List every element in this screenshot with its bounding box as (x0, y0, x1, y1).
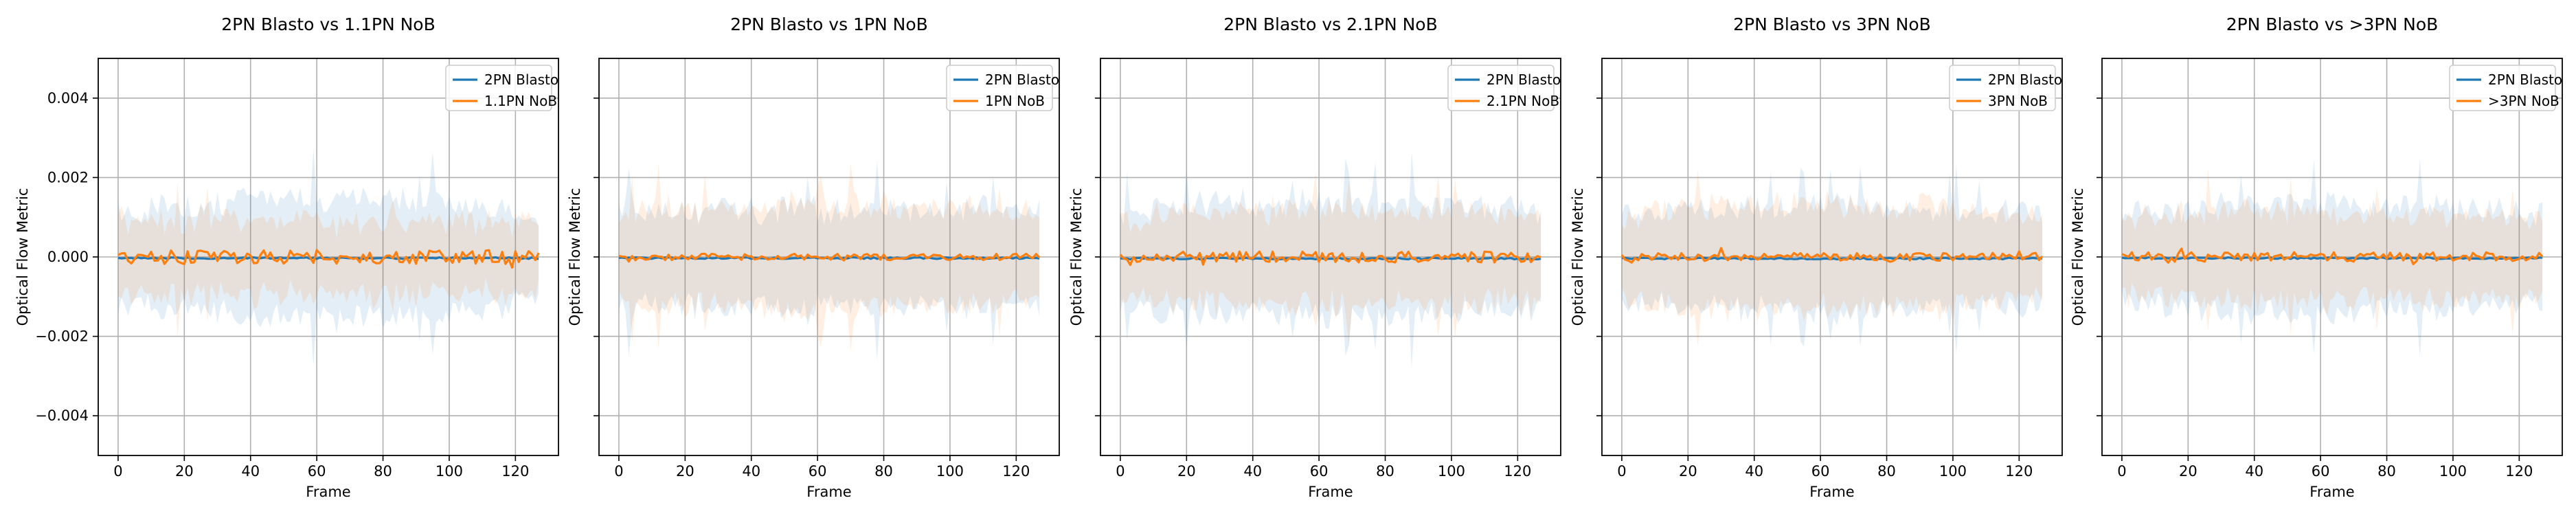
subplot-title: 2PN Blasto vs 3PN NoB (1733, 14, 1931, 34)
y-axis-label: Optical Flow Metric (2070, 188, 2086, 326)
subplot-3: 0 20 40 60 80 100 120 Frame Optical Flow Metric 2… (1068, 14, 1561, 500)
series-line-1 (1120, 256, 1541, 261)
subplot-2: 0 20 40 60 80 100 120 Frame Optical Flow Metric 2… (567, 14, 1060, 500)
series-line-2 (117, 249, 540, 269)
y-axis-label: Optical Flow Metric (1068, 188, 1085, 326)
legend-box (2449, 65, 2556, 111)
x-tick-label: 0 (614, 463, 623, 480)
y-axis-label: Optical Flow Metric (1570, 188, 1586, 326)
x-tick-label: 100 (436, 463, 463, 480)
x-tick-label: 100 (1438, 463, 1465, 480)
x-tick-label: 80 (1877, 463, 1896, 480)
x-tick-label: 20 (1177, 463, 1196, 480)
x-tick-label: 100 (1939, 463, 1967, 480)
legend-box (445, 65, 552, 111)
x-tick-label: 40 (1243, 463, 1262, 480)
x-tick-label: 120 (1002, 463, 1030, 480)
x-tick-label: 80 (874, 463, 893, 480)
x-tick-label: 60 (2312, 463, 2330, 480)
y-tick-label: −0.004 (35, 407, 89, 424)
x-tick-label: 0 (1116, 463, 1125, 480)
legend: 2PN Blasto >3PN NoB (2449, 65, 2562, 111)
series-band-1 (618, 161, 1040, 361)
series-band-2 (2121, 168, 2543, 335)
x-tick-label: 0 (2117, 463, 2126, 480)
x-tick-label: 60 (1811, 463, 1830, 480)
legend-box (1447, 65, 1555, 111)
subplot-title: 2PN Blasto vs 1.1PN NoB (221, 14, 436, 34)
x-tick-label: 80 (2377, 463, 2396, 480)
x-tick-label: 80 (374, 463, 392, 480)
subplot-title: 2PN Blasto vs 1PN NoB (730, 14, 928, 34)
x-tick-label: 0 (1617, 463, 1626, 480)
x-tick-label: 40 (742, 463, 760, 480)
x-axis-label: Frame (306, 484, 350, 500)
legend-label-2: 2.1PN NoB (1487, 93, 1559, 109)
x-tick-label: 60 (308, 463, 326, 480)
legend-label-1: 2PN Blasto (985, 71, 1059, 88)
y-axis-label: Optical Flow Metric (14, 188, 31, 326)
y-tick-label: −0.002 (35, 328, 89, 345)
x-tick-label: 120 (2505, 463, 2533, 480)
legend-label-2: 1PN NoB (985, 93, 1045, 109)
x-tick-label: 20 (2179, 463, 2197, 480)
subplot-5: 0 20 40 60 80 100 120 Frame Optical Flow Metric 2… (2070, 14, 2563, 500)
x-tick-label: 60 (1310, 463, 1329, 480)
legend-label-1: 2PN Blasto (1988, 71, 2062, 88)
x-axis-label: Frame (2309, 484, 2354, 500)
x-tick-label: 40 (241, 463, 260, 480)
legend-label-2: 3PN NoB (1988, 93, 2048, 109)
x-tick-label: 120 (1504, 463, 1531, 480)
series-line-2 (2121, 247, 2544, 266)
x-axis-label: Frame (1809, 484, 1854, 500)
legend-label-1: 2PN Blasto (484, 71, 558, 88)
legend: 2PN Blasto 1PN NoB (946, 65, 1059, 111)
y-tick-label: 0.004 (47, 90, 89, 106)
x-tick-label: 40 (2245, 463, 2263, 480)
legend-label-1: 2PN Blasto (2488, 71, 2562, 88)
series-line-1 (2121, 256, 2543, 260)
x-tick-label: 20 (1679, 463, 1697, 480)
y-axis-label: Optical Flow Metric (567, 188, 583, 326)
x-tick-label: 20 (676, 463, 694, 480)
x-axis-label: Frame (806, 484, 851, 500)
x-tick-label: 80 (1376, 463, 1394, 480)
series-line-2 (1620, 247, 2044, 264)
legend-box (1949, 65, 2056, 111)
x-axis-label: Frame (1308, 484, 1353, 500)
x-tick-label: 120 (501, 463, 529, 480)
legend-label-2: >3PN NoB (2488, 93, 2560, 109)
subplot-1: 0 20 40 60 80 100 120 −0.004 −0.002 0.000 0.002 0.0… (14, 14, 559, 500)
subplot-4: 0 20 40 60 80 100 120 Frame Optical Flow Metric 2… (1570, 14, 2063, 500)
legend-label-1: 2PN Blasto (1487, 71, 1561, 88)
x-tick-label: 100 (936, 463, 964, 480)
x-tick-label: 20 (175, 463, 194, 480)
series-line-2 (618, 252, 1041, 263)
y-tick-label: 0.000 (47, 249, 89, 265)
y-tick-label: 0.002 (47, 169, 89, 185)
subplot-title: 2PN Blasto vs 2.1PN NoB (1223, 14, 1438, 34)
x-tick-label: 40 (1745, 463, 1763, 480)
series-band-1 (117, 148, 539, 365)
x-tick-label: 100 (2439, 463, 2467, 480)
legend-box (946, 65, 1053, 111)
legend: 2PN Blasto 2.1PN NoB (1447, 65, 1561, 111)
x-tick-label: 60 (809, 463, 827, 480)
subplot-title: 2PN Blasto vs >3PN NoB (2226, 14, 2439, 34)
series-line-2 (1119, 250, 1541, 267)
legend: 2PN Blasto 3PN NoB (1949, 65, 2062, 111)
x-tick-label: 120 (2005, 463, 2033, 480)
x-tick-label: 0 (113, 463, 122, 480)
legend-label-2: 1.1PN NoB (484, 93, 557, 109)
legend: 2PN Blasto 1.1PN NoB (445, 65, 558, 111)
